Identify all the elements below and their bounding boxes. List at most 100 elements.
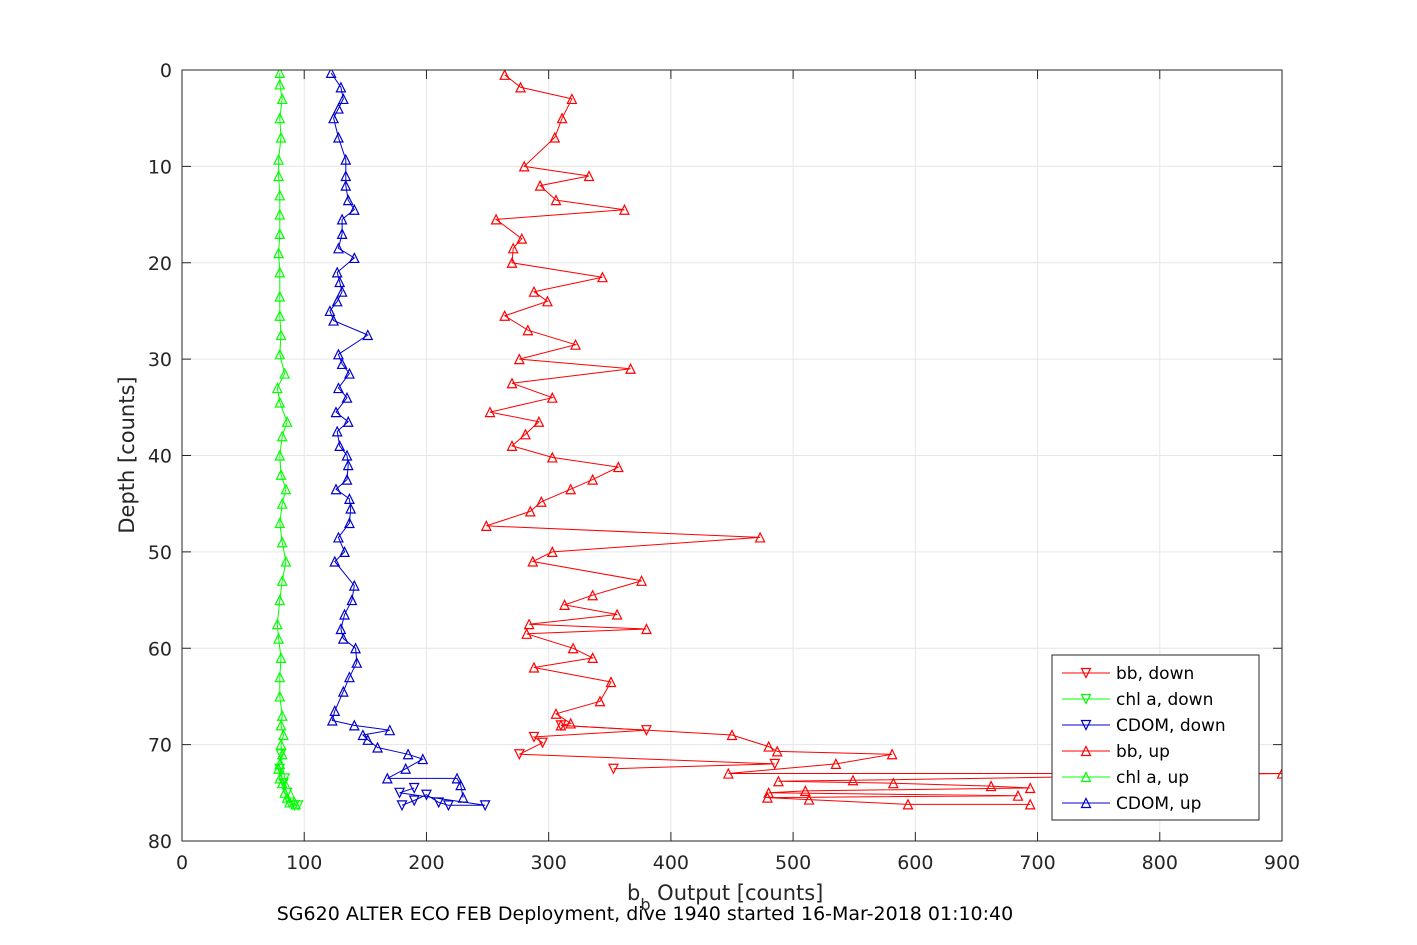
- legend-marker: [1080, 771, 1092, 783]
- data-point: [336, 227, 348, 239]
- y-tick-label: 20: [148, 253, 172, 275]
- data-point: [274, 309, 286, 321]
- data-point: [583, 170, 595, 182]
- data-point: [513, 353, 525, 365]
- data-point: [332, 131, 344, 143]
- data-point: [348, 719, 360, 731]
- legend-label: chl a, down: [1116, 690, 1213, 710]
- data-point: [332, 102, 344, 114]
- data-point: [612, 461, 624, 473]
- data-point: [763, 740, 775, 752]
- data-point: [902, 798, 914, 810]
- data-point: [276, 709, 288, 721]
- data-point: [506, 440, 518, 451]
- data-point: [611, 608, 623, 620]
- y-axis-label: Depth [counts]: [115, 376, 139, 533]
- data-point: [771, 745, 783, 757]
- data-point: [336, 213, 348, 225]
- data-point: [396, 800, 408, 812]
- data-point: [546, 546, 558, 557]
- legend-label: bb, up: [1116, 742, 1170, 762]
- data-point: [769, 758, 781, 770]
- data-point: [625, 362, 637, 374]
- data-point: [528, 285, 540, 297]
- data-point: [271, 382, 283, 394]
- data-point: [847, 774, 859, 786]
- data-point: [348, 579, 360, 591]
- data-point: [518, 160, 530, 172]
- legend-box: [1051, 654, 1260, 821]
- data-point: [549, 131, 561, 143]
- data-point: [274, 70, 286, 78]
- legend-label: CDOM, up: [1116, 794, 1201, 814]
- data-point: [534, 179, 546, 191]
- data-point: [281, 415, 293, 427]
- data-point: [341, 449, 353, 461]
- x-tick-label: 800: [1142, 852, 1178, 874]
- x-tick-label: 500: [775, 852, 811, 874]
- data-point: [274, 690, 286, 702]
- data-point: [332, 242, 344, 254]
- data-point: [328, 314, 340, 326]
- data-point: [507, 242, 519, 254]
- y-tick-label: 40: [148, 446, 172, 468]
- data-point: [420, 789, 432, 801]
- data-point: [402, 748, 414, 760]
- data-point: [886, 748, 898, 760]
- data-point: [350, 642, 362, 654]
- x-tick-label: 900: [1264, 852, 1300, 874]
- data-point: [559, 599, 571, 610]
- data-point: [516, 232, 528, 244]
- data-point: [343, 493, 355, 504]
- y-tick-label: 70: [148, 735, 172, 757]
- data-point: [522, 324, 534, 336]
- data-point: [274, 112, 286, 124]
- data-point: [273, 170, 285, 182]
- data-point: [480, 520, 492, 531]
- data-point: [513, 749, 525, 761]
- data-point: [384, 724, 396, 736]
- data-point: [535, 495, 547, 507]
- data-point: [275, 131, 287, 143]
- series-cdom-up: [324, 70, 469, 803]
- data-point: [524, 505, 536, 517]
- data-point: [618, 203, 630, 215]
- x-tick-label: 600: [897, 852, 933, 874]
- data-point: [348, 252, 360, 264]
- data-point: [340, 170, 352, 182]
- legend-item: CDOM, down: [1062, 716, 1226, 736]
- data-point: [587, 652, 599, 663]
- data-point: [336, 285, 348, 297]
- data-point: [515, 81, 527, 93]
- data-point: [722, 767, 734, 779]
- data-point: [274, 189, 286, 201]
- data-point: [1276, 767, 1282, 779]
- data-point: [332, 348, 344, 360]
- data-point: [339, 546, 351, 557]
- data-point: [275, 652, 287, 663]
- y-tick-label: 80: [148, 831, 172, 853]
- data-point: [490, 213, 502, 225]
- data-point: [276, 430, 288, 442]
- y-tick-label: 50: [148, 542, 172, 564]
- x-tick-label: 200: [408, 852, 444, 874]
- data-point: [331, 295, 343, 307]
- data-point: [523, 618, 535, 630]
- data-point: [337, 685, 349, 697]
- data-point: [348, 203, 360, 215]
- data-point: [594, 695, 606, 707]
- data-point: [484, 406, 496, 418]
- data-point: [1024, 782, 1036, 794]
- data-point: [330, 406, 342, 418]
- data-point: [276, 536, 288, 548]
- data-point: [329, 555, 341, 567]
- data-point: [276, 497, 288, 509]
- data-point: [772, 775, 784, 787]
- data-point: [342, 459, 354, 471]
- data-point: [640, 623, 652, 635]
- data-point: [499, 309, 511, 321]
- data-point: [334, 440, 346, 451]
- data-point: [417, 753, 429, 765]
- data-point: [343, 517, 355, 529]
